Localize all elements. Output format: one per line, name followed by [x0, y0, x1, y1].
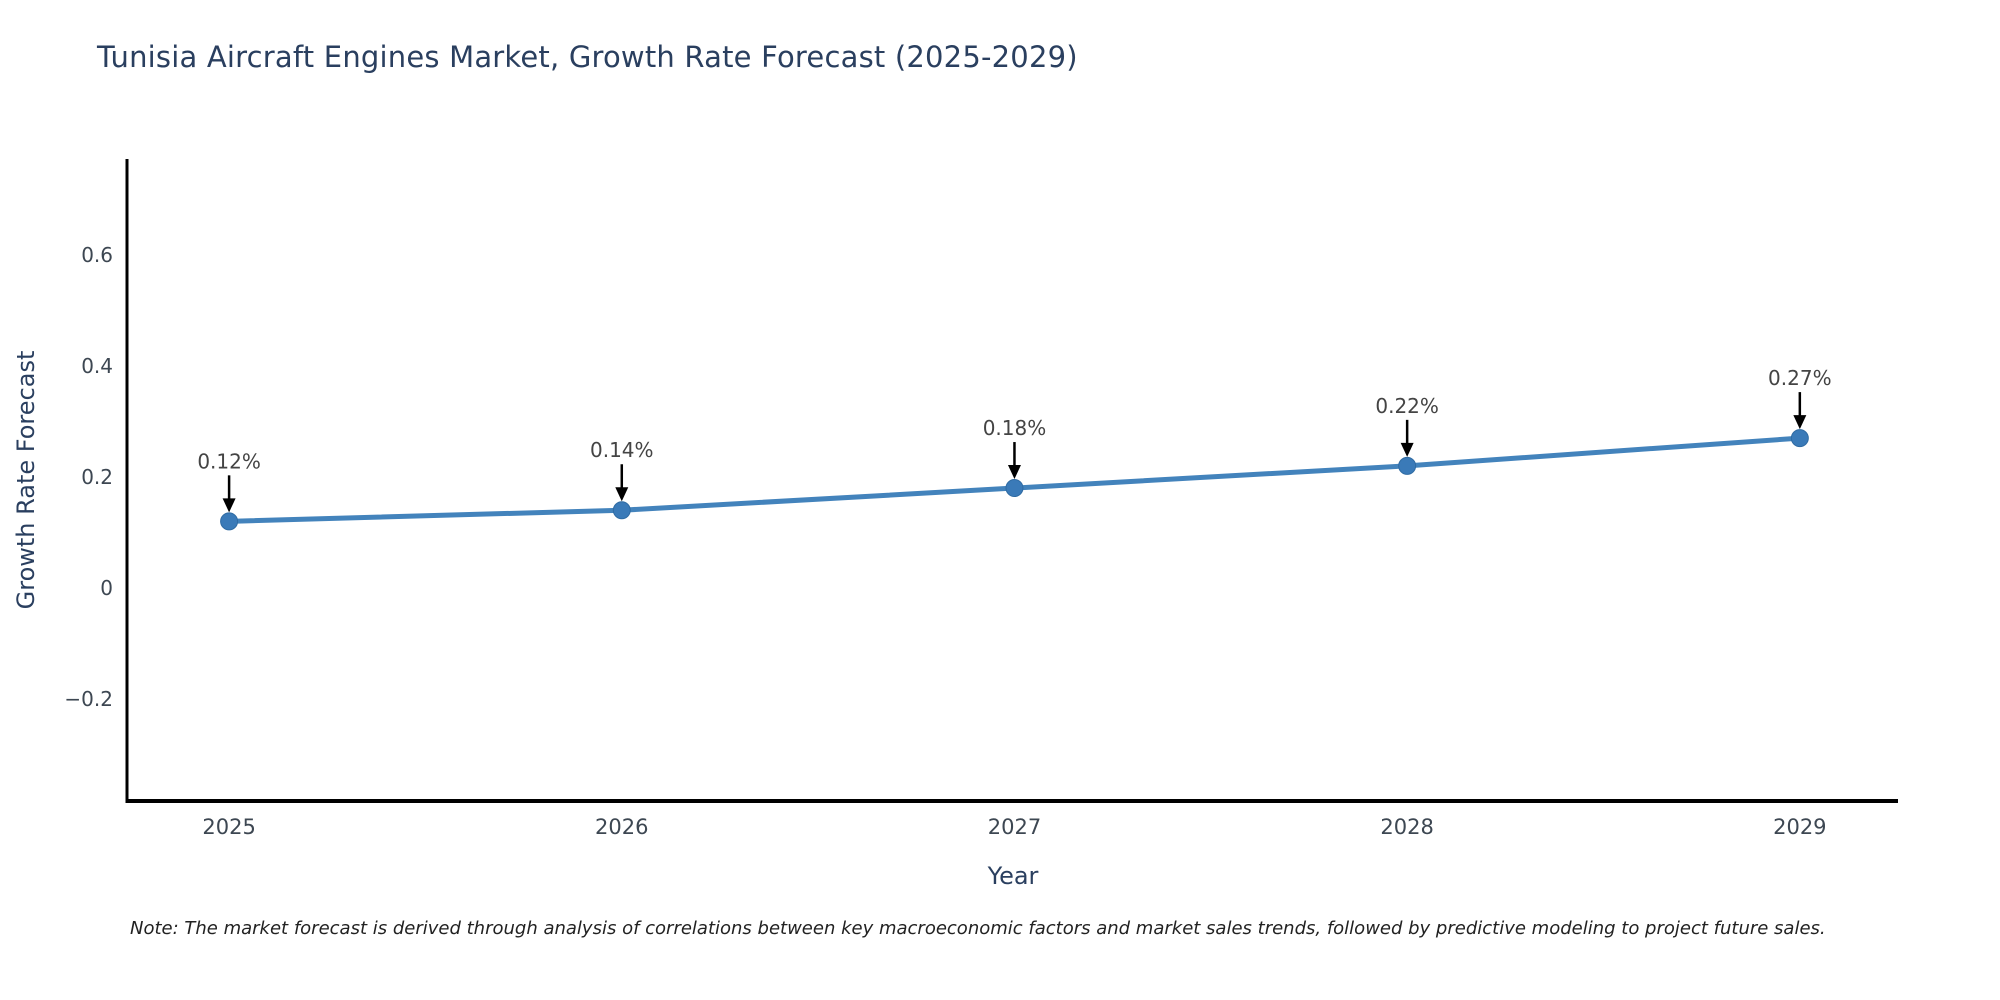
data-point-2025[interactable]: [220, 512, 239, 531]
chart-title: Tunisia Aircraft Engines Market, Growth …: [97, 40, 1078, 74]
annotation-arrowhead-icon: [222, 498, 236, 513]
y-tick-label: 0.6: [81, 243, 113, 267]
point-value-label: 0.14%: [590, 438, 654, 462]
y-tick-label: 0.2: [81, 465, 113, 489]
annotation-arrowhead-icon: [1400, 442, 1414, 457]
y-tick-label: 0.4: [81, 354, 113, 378]
point-value-label: 0.12%: [197, 449, 261, 473]
y-tick-label: 0: [100, 576, 113, 600]
point-value-label: 0.18%: [983, 416, 1047, 440]
annotation-arrowhead-icon: [615, 487, 629, 502]
y-tick-label: −0.2: [64, 687, 113, 711]
point-value-label: 0.27%: [1768, 366, 1832, 390]
y-axis-title: Growth Rate Forecast: [12, 351, 40, 610]
x-tick-label: 2026: [595, 815, 648, 839]
data-point-2029[interactable]: [1790, 429, 1809, 448]
data-point-2028[interactable]: [1398, 456, 1417, 475]
data-point-2026[interactable]: [612, 501, 631, 520]
x-axis-title: Year: [987, 862, 1039, 890]
x-tick-label: 2028: [1380, 815, 1433, 839]
x-tick-label: 2025: [202, 815, 255, 839]
annotation-arrowhead-icon: [1793, 415, 1807, 430]
annotation-arrowhead-icon: [1007, 465, 1021, 480]
plot-dynamic-layer: −0.2 0 0.2 0.4 0.6 2025 2026 2027 2028 2029 0.12% 0…: [64, 159, 1898, 839]
data-point-2027[interactable]: [1005, 479, 1024, 498]
point-value-label: 0.22%: [1375, 394, 1439, 418]
footnote: Note: The market forecast is derived thr…: [130, 918, 1826, 939]
x-tick-label: 2027: [988, 815, 1041, 839]
x-tick-label: 2029: [1773, 815, 1826, 839]
